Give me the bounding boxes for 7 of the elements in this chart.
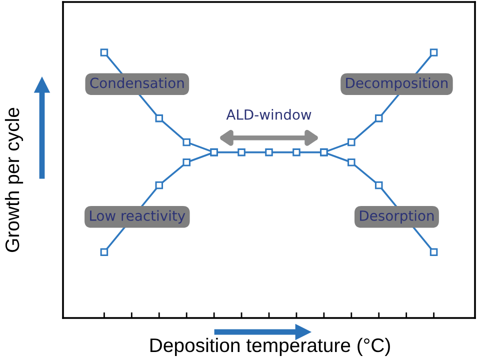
annotation: Low reactivity	[90, 210, 186, 224]
x-axis-title: Deposition temperature (°C)	[150, 338, 390, 356]
y-axis-title: Growth per cycle	[4, 108, 24, 252]
annotation: Desorption	[360, 210, 434, 224]
annotation: ALD-window	[226, 109, 312, 120]
annotation: Condensation	[90, 77, 184, 88]
annotation: Decomposition	[346, 77, 448, 91]
